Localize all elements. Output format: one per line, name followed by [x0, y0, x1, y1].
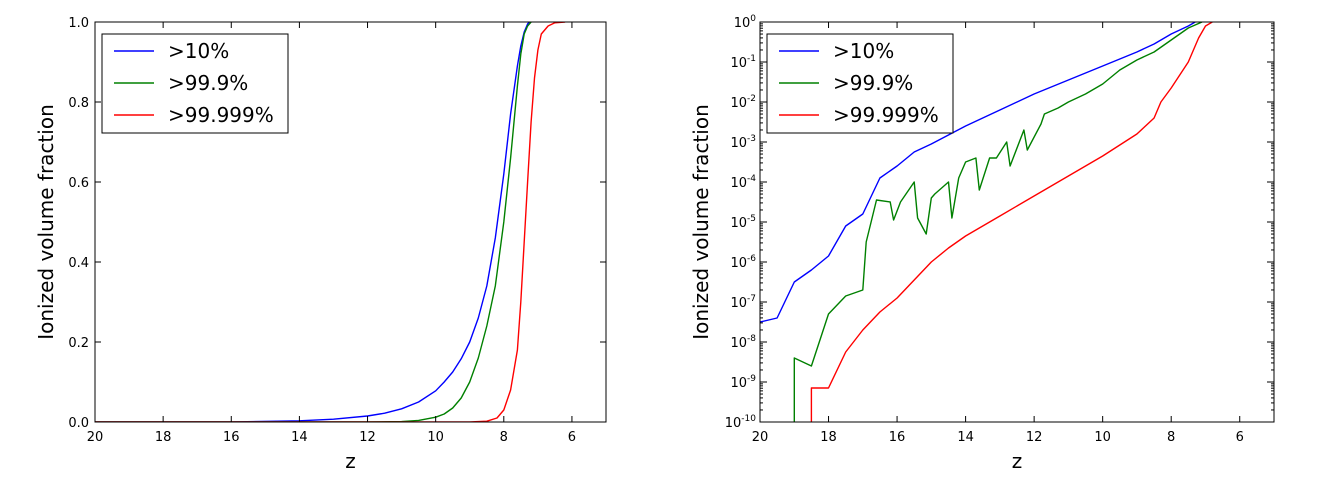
y-axis-label: Ionized volume fraction [689, 104, 713, 340]
y-tick-label: 10-9 [730, 374, 756, 391]
axes-frame [94, 21, 607, 423]
x-tick-label: 12 [359, 430, 376, 445]
x-tick-label: 12 [1026, 430, 1043, 445]
y-tick-label: 10-6 [730, 254, 756, 271]
y-tick-label: 0.4 [68, 256, 89, 271]
y-tick-label: 0.2 [68, 336, 89, 351]
y-tick-label: 10-7 [730, 294, 756, 311]
x-tick-label: 20 [752, 430, 769, 445]
x-tick-label: 16 [223, 430, 240, 445]
x-tick-label: 8 [1167, 430, 1175, 445]
series-line-1 [95, 22, 530, 422]
x-tick-label: 20 [87, 430, 104, 445]
legend-label-1: >10% [833, 39, 894, 63]
legend-label-3: >99.999% [168, 103, 274, 127]
series-line-3 [95, 22, 566, 422]
log-scale-panel: 20 18 16 14 12 10 8 6 10-10 10-9 10-8 10-7 10-6 10-5 1… [689, 14, 1275, 473]
series-line-3 [810, 22, 1213, 422]
legend: >10% >99.9% >99.999% [766, 33, 954, 134]
y-tick-label: 0.0 [68, 416, 89, 431]
y-tick-label: 10-5 [730, 214, 756, 231]
y-tick-label: 10-10 [725, 414, 757, 431]
x-tick-label: 18 [155, 430, 172, 445]
y-tick-label: 10-1 [730, 54, 756, 71]
series-line-2 [95, 22, 532, 422]
legend-label-3: >99.999% [833, 103, 939, 127]
y-tick-label: 0.6 [68, 176, 89, 191]
y-tick-label: 0.8 [68, 96, 89, 111]
x-axis-label: z [345, 449, 356, 473]
y-tick-label: 1.0 [68, 16, 89, 31]
x-tick-label: 6 [568, 430, 576, 445]
legend-label-2: >99.9% [833, 71, 913, 95]
x-tick-label: 6 [1236, 430, 1244, 445]
y-tick-label: 10-3 [730, 134, 756, 151]
series-line-1 [760, 22, 1196, 323]
x-tick-label: 16 [889, 430, 906, 445]
legend-label-2: >99.9% [168, 71, 248, 95]
y-tick-label: 10-2 [730, 94, 756, 111]
series-line-2 [793, 22, 1203, 422]
legend-label-1: >10% [168, 39, 229, 63]
x-tick-label: 18 [820, 430, 837, 445]
legend: >10% >99.9% >99.999% [101, 33, 289, 134]
series-group [95, 22, 566, 422]
y-tick-label: 10-4 [730, 174, 756, 191]
y-tick-label: 100 [734, 14, 757, 31]
x-axis-label: z [1012, 449, 1023, 473]
x-tick-label: 10 [427, 430, 444, 445]
x-tick-label: 14 [957, 430, 974, 445]
x-tick-label: 10 [1094, 430, 1111, 445]
x-tick-label: 8 [500, 430, 508, 445]
linear-scale-panel: 20 18 16 14 12 10 8 6 0.0 0.2 0.4 0.6 0.8 1.0 z Ionized… [34, 16, 607, 473]
y-tick-label: 10-8 [730, 334, 756, 351]
x-tick-label: 14 [291, 430, 308, 445]
y-axis-label: Ionized volume fraction [34, 104, 58, 340]
series-group [760, 22, 1213, 422]
